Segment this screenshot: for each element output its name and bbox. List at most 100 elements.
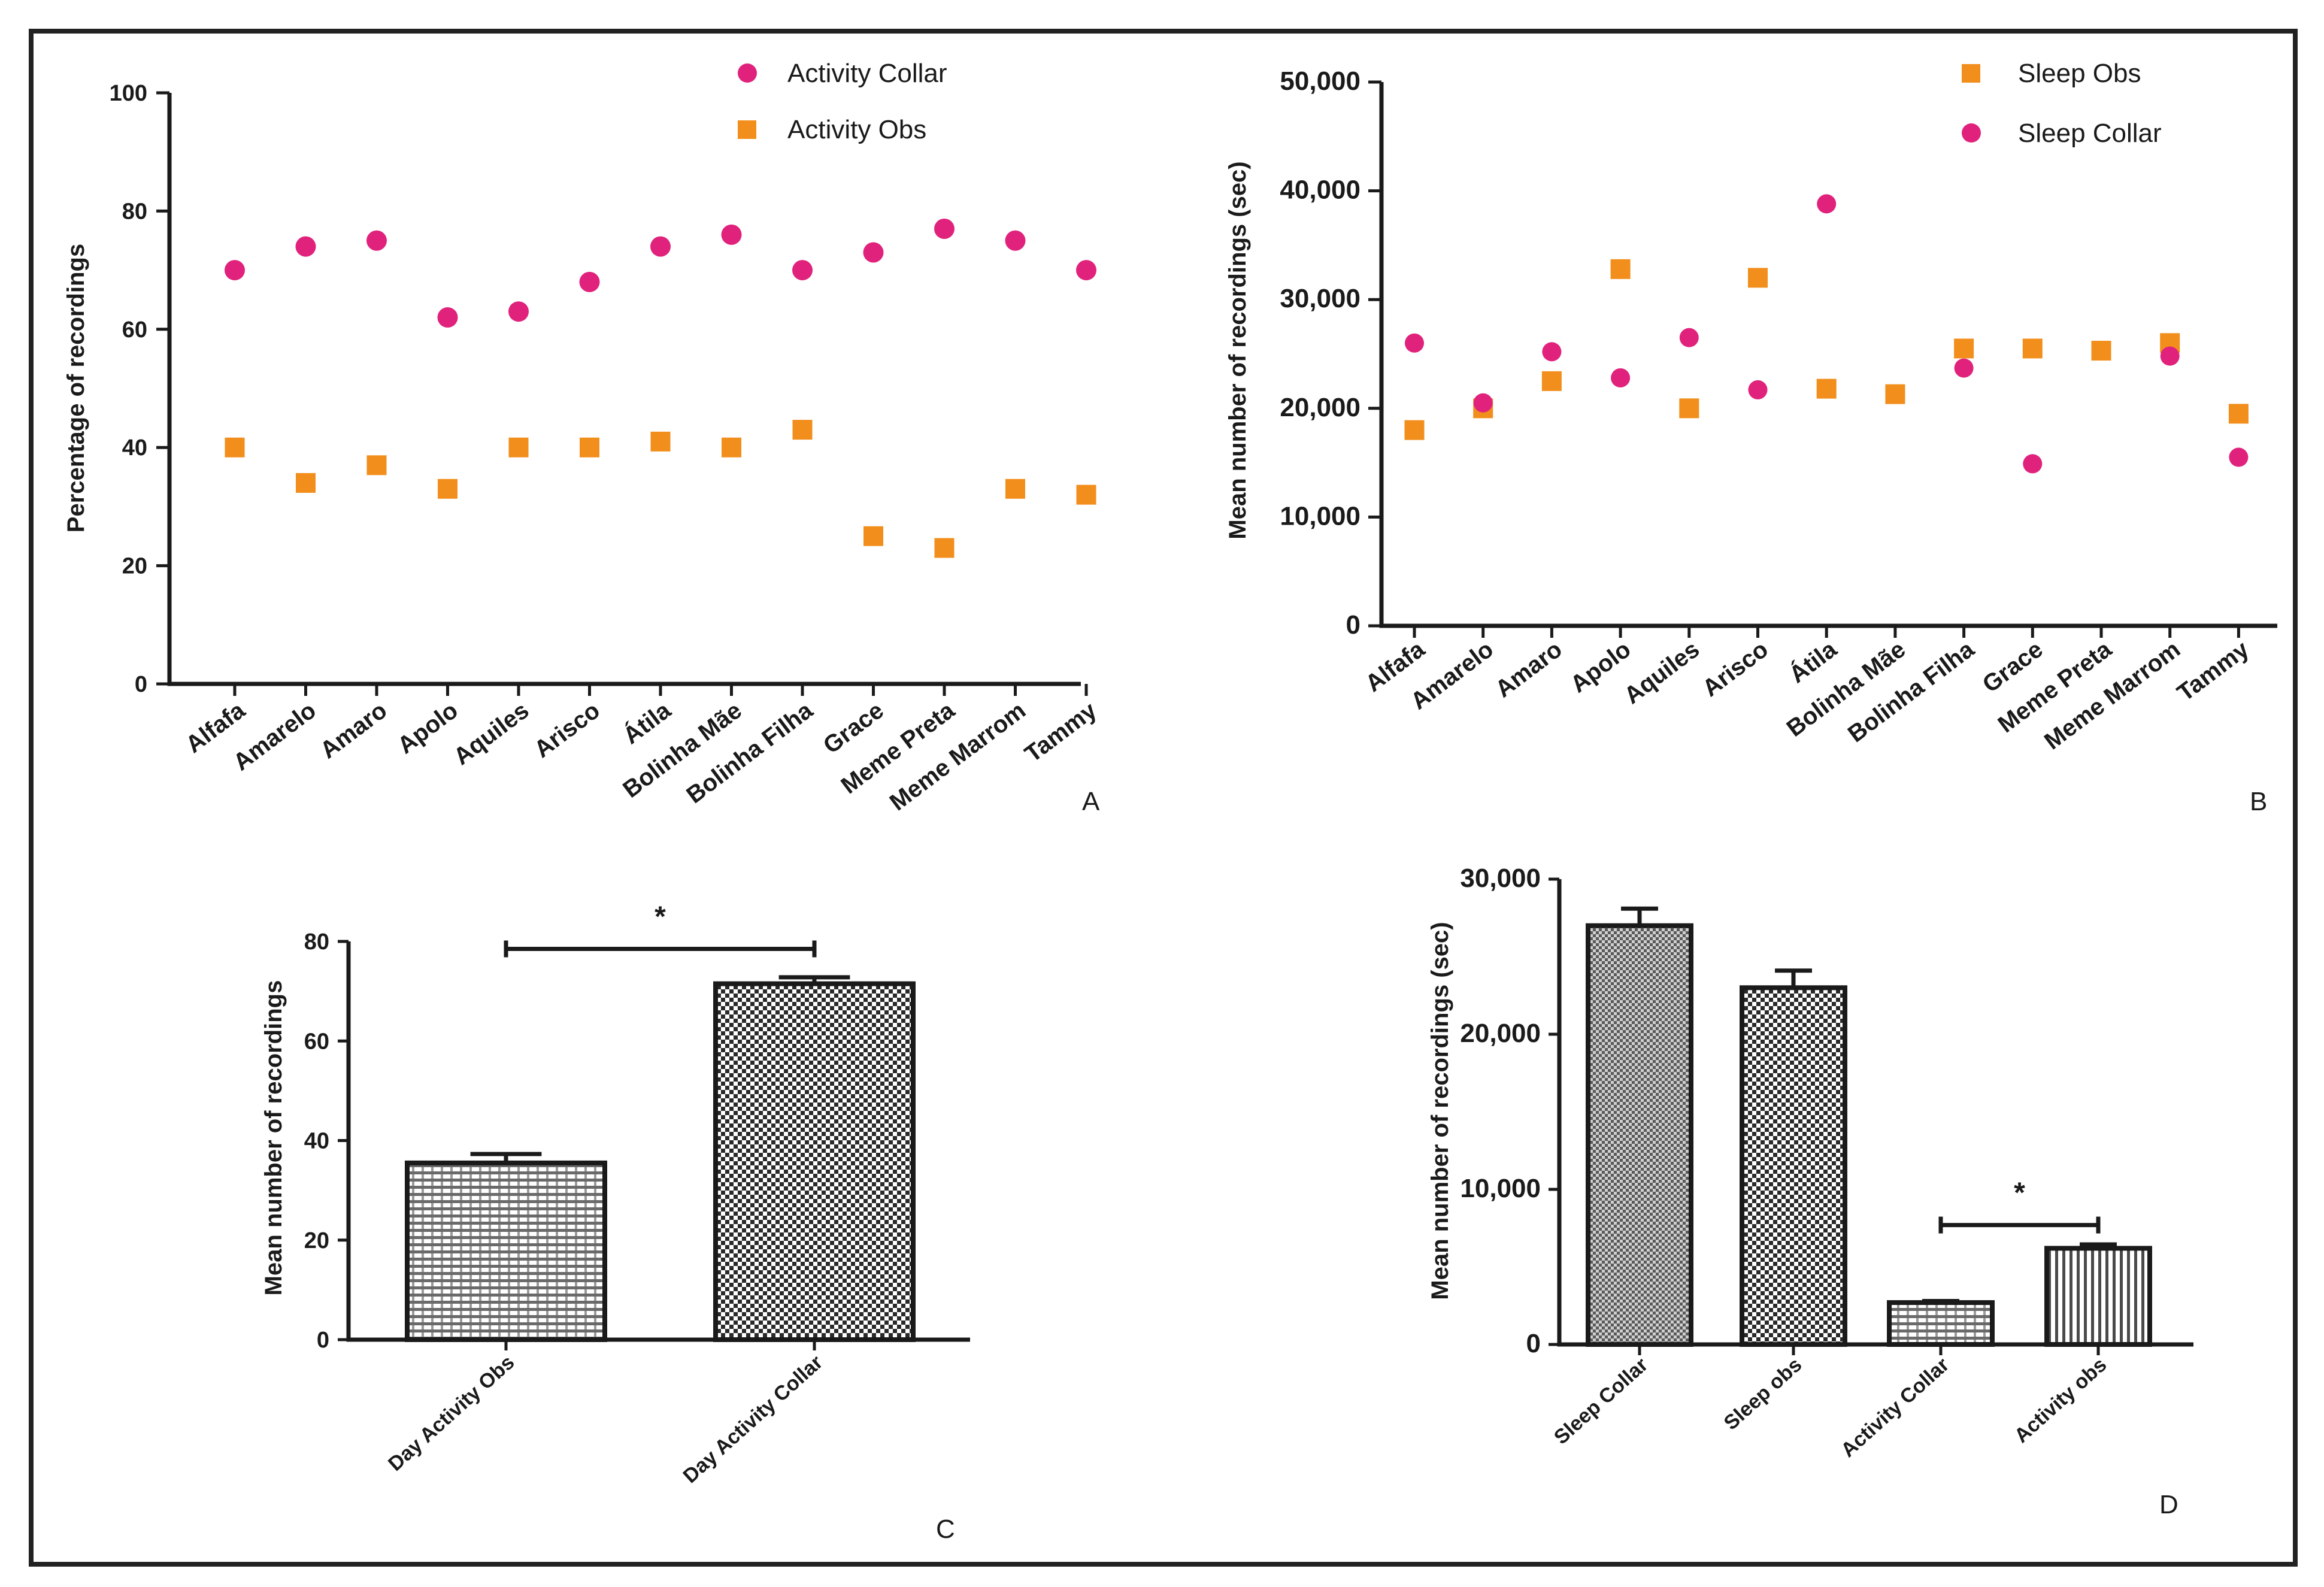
point-activity-collar-amarelo xyxy=(295,236,316,257)
point-activity-obs-apolo xyxy=(438,478,457,499)
point-activity-collar-bolinha-mae xyxy=(721,224,742,245)
legend-activity-obs-label: Activity Obs xyxy=(787,115,926,144)
panel-b-points xyxy=(1404,194,2249,474)
point-sleep-collar-arisco xyxy=(1748,380,1768,399)
point-activity-obs-atila xyxy=(650,431,671,452)
point-activity-collar-atila xyxy=(650,236,671,257)
legend-activity-collar-marker xyxy=(738,63,757,83)
point-activity-obs-bolinha-mae xyxy=(722,437,741,458)
point-sleep-obs-aquiles xyxy=(1679,398,1699,419)
panel-a-y-label: Percentage of recordings xyxy=(63,244,89,532)
panel-c-significance: * xyxy=(504,901,817,958)
legend-activity-collar-label: Activity Collar xyxy=(787,59,947,88)
point-sleep-obs-apolo xyxy=(1610,259,1631,279)
panel-c-letter: C xyxy=(936,1515,955,1544)
point-sleep-obs-bolinha-filha xyxy=(1954,338,1974,359)
y-tick-label: 20,000 xyxy=(1460,1019,1541,1048)
point-sleep-collar-tammy xyxy=(2229,447,2249,467)
point-activity-obs-meme-preta xyxy=(934,538,955,558)
point-sleep-collar-alfafa xyxy=(1405,333,1424,353)
significance-star: * xyxy=(2014,1177,2025,1209)
bar-activity-collar xyxy=(1887,1300,1995,1347)
y-tick-label: 40 xyxy=(304,1129,329,1154)
y-tick-label: 0 xyxy=(135,672,147,697)
y-tick-label: 80 xyxy=(122,199,147,224)
y-tick-label: 20,000 xyxy=(1280,393,1361,422)
bar-day-activity-obs xyxy=(405,1160,607,1342)
point-activity-obs-alfafa xyxy=(225,437,245,458)
panel-a-points xyxy=(225,219,1096,558)
significance-star: * xyxy=(655,901,666,932)
y-tick-label: 30,000 xyxy=(1460,864,1541,893)
point-activity-obs-amaro xyxy=(366,455,387,476)
point-activity-collar-grace xyxy=(863,242,884,263)
point-sleep-collar-amarelo xyxy=(1473,393,1493,413)
legend-sleep-obs-label: Sleep Obs xyxy=(2018,59,2141,88)
point-sleep-obs-bolinha-mae xyxy=(1885,384,1905,404)
y-tick-label: 60 xyxy=(122,317,147,343)
point-activity-collar-tammy xyxy=(1076,260,1096,281)
point-sleep-collar-bolinha-filha xyxy=(1954,358,1974,378)
bar-activity-obs xyxy=(2044,1246,2152,1347)
point-sleep-obs-meme-preta xyxy=(2091,341,2111,361)
point-activity-collar-arisco xyxy=(579,271,600,292)
point-activity-collar-alfafa xyxy=(225,260,245,281)
point-sleep-obs-arisco xyxy=(1748,268,1768,288)
panel-b-letter: B xyxy=(2250,787,2267,816)
y-tick-label: 60 xyxy=(304,1029,329,1054)
panel-a-y-ticks: 0 20 40 60 80 100 xyxy=(110,81,169,697)
point-activity-collar-meme-preta xyxy=(934,219,955,240)
panel-c-y-label: Mean number of recordings xyxy=(260,980,287,1296)
point-sleep-collar-meme-marrom xyxy=(2160,346,2180,366)
point-sleep-obs-atila xyxy=(1816,378,1837,399)
panel-a-letter: A xyxy=(1082,787,1100,816)
panel-d-letter: D xyxy=(2159,1490,2178,1519)
point-activity-obs-amarelo xyxy=(296,473,316,493)
point-activity-obs-grace xyxy=(863,526,883,546)
y-tick-label: 100 xyxy=(110,81,147,106)
legend-sleep-collar-label: Sleep Collar xyxy=(2018,119,2162,148)
y-tick-label: 20 xyxy=(304,1228,329,1253)
y-tick-label: 10,000 xyxy=(1280,501,1361,531)
panel-d-bars xyxy=(1586,906,2152,1347)
point-activity-collar-bolinha-filha xyxy=(792,260,813,281)
panel-b-y-ticks: 0 10,000 20,000 30,000 40,000 50,000 xyxy=(1280,66,1381,640)
panel-d-significance: * xyxy=(1938,1177,2101,1234)
point-activity-obs-arisco xyxy=(580,437,599,458)
point-activity-obs-meme-marrom xyxy=(1005,478,1025,499)
legend-sleep-collar-marker xyxy=(1962,123,1981,143)
point-activity-collar-aquiles xyxy=(508,301,529,322)
y-tick-label: 0 xyxy=(1346,610,1361,640)
point-sleep-collar-aquiles xyxy=(1679,328,1699,347)
point-activity-obs-tammy xyxy=(1076,484,1096,505)
point-sleep-collar-atila xyxy=(1817,194,1837,214)
panel-c-y-ticks: 0 20 40 60 80 xyxy=(304,929,349,1353)
y-tick-label: 80 xyxy=(304,929,329,955)
y-tick-label: 40 xyxy=(122,435,147,461)
y-tick-label: 0 xyxy=(317,1328,329,1353)
panel-c-bars xyxy=(405,975,916,1342)
point-sleep-collar-amaro xyxy=(1542,342,1562,362)
panel-d-y-label: Mean number of recordings (sec) xyxy=(1427,922,1453,1300)
point-sleep-collar-grace xyxy=(2023,454,2043,474)
y-tick-label: 0 xyxy=(1526,1329,1541,1358)
bar-sleep-obs xyxy=(1740,985,1847,1347)
y-tick-label: 50,000 xyxy=(1280,66,1361,96)
point-activity-collar-amaro xyxy=(366,230,387,251)
y-tick-label: 30,000 xyxy=(1280,284,1361,313)
point-sleep-obs-alfafa xyxy=(1404,420,1425,440)
bar-sleep-collar xyxy=(1586,923,1693,1347)
legend-sleep-obs-marker xyxy=(1962,64,1980,83)
point-activity-collar-meme-marrom xyxy=(1005,230,1026,251)
point-activity-collar-apolo xyxy=(437,307,458,328)
bar-day-activity-collar xyxy=(713,981,916,1342)
panel-d-y-ticks: 0 10,000 20,000 30,000 xyxy=(1460,864,1559,1358)
y-tick-label: 10,000 xyxy=(1460,1174,1541,1203)
point-activity-obs-bolinha-filha xyxy=(792,420,813,440)
point-sleep-collar-apolo xyxy=(1611,368,1631,387)
panel-a-legend: Activity Collar Activity Obs xyxy=(738,59,947,144)
point-activity-obs-aquiles xyxy=(508,437,529,458)
point-sleep-obs-tammy xyxy=(2228,404,2249,424)
y-tick-label: 20 xyxy=(122,554,147,579)
